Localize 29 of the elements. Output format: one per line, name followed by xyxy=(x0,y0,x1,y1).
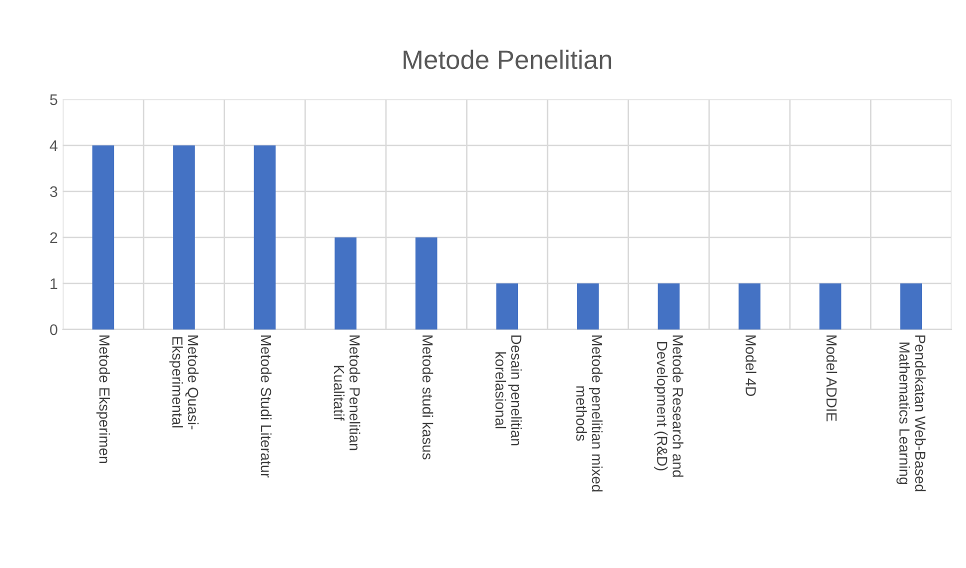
y-tick-label: 0 xyxy=(50,324,58,336)
bar xyxy=(819,283,842,330)
y-tick-label: 1 xyxy=(50,278,58,289)
bar xyxy=(254,145,276,330)
x-tick-label: Metode Quasi- Eksperimental xyxy=(169,335,199,430)
bar xyxy=(415,237,438,330)
x-tick-label: Model 4D xyxy=(746,335,756,396)
bar xyxy=(577,283,599,330)
x-tick-label: Metode Eksperimen xyxy=(96,335,110,464)
x-tick-label: Metode penelitian mixed methods xyxy=(576,335,603,492)
x-tick-label: Metode studi kasus xyxy=(422,335,434,460)
y-tick-label: 2 xyxy=(50,232,58,243)
x-tick-label: Pendekatan Web-Based Mathematics Learning xyxy=(896,335,926,492)
bar xyxy=(658,283,680,330)
y-tick-label: 4 xyxy=(50,140,58,151)
x-tick-label: Metode Research and Development (R&D) xyxy=(654,335,684,477)
bar xyxy=(92,145,114,330)
bar xyxy=(496,283,518,330)
x-tick-label: Model ADDIE xyxy=(826,335,838,422)
bar xyxy=(738,283,760,330)
chart-title: Metode Penelitian xyxy=(404,50,612,70)
bar xyxy=(900,283,922,330)
y-tick-label: 5 xyxy=(50,94,58,106)
bar xyxy=(173,145,195,330)
x-tick-label: Desain penelitian korelasional xyxy=(495,335,522,446)
x-tick-label: Metode Studi Literatur xyxy=(260,335,272,478)
y-tick-label: 3 xyxy=(50,186,58,198)
bar xyxy=(334,237,356,330)
x-tick-label: Metode Penelitian Kualitatif xyxy=(334,335,360,450)
